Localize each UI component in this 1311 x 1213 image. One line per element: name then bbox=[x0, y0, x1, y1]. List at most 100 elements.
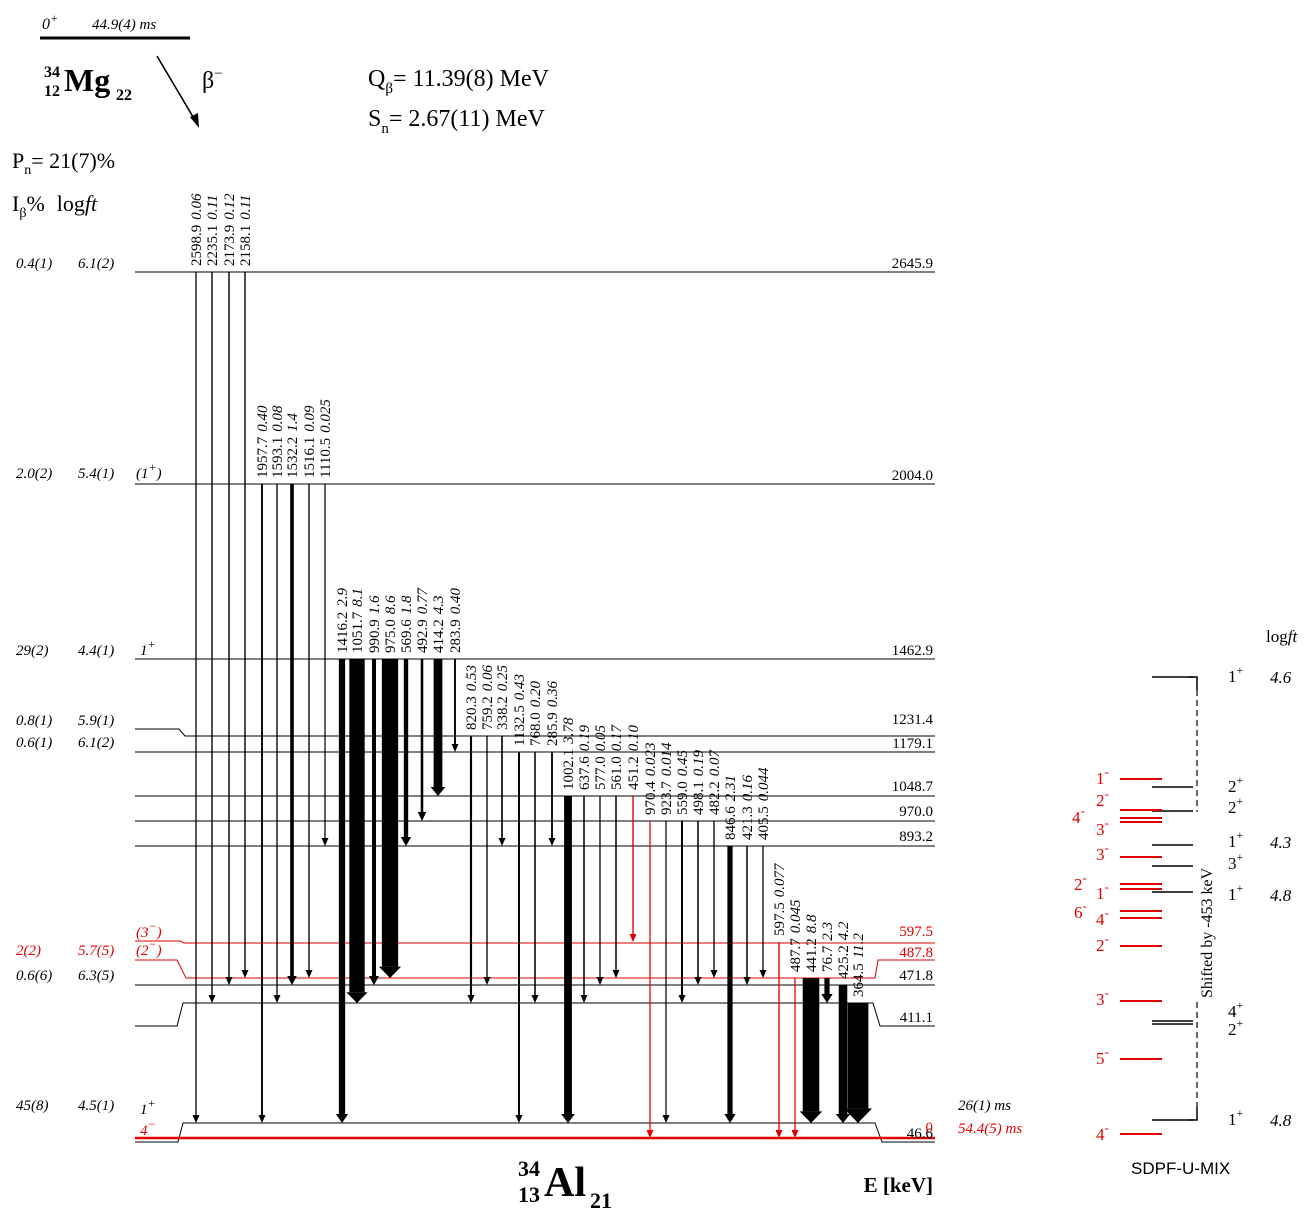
transition-label-364.5: 364.5 11.2 bbox=[851, 933, 867, 997]
transition-intensity: 4.2 bbox=[836, 921, 852, 940]
transition-shaft bbox=[802, 978, 820, 1112]
transition-arrowhead bbox=[498, 838, 506, 846]
transition-arrowhead bbox=[548, 838, 556, 846]
transition-energy: 569.6 bbox=[399, 619, 415, 653]
transition-498.1 bbox=[694, 821, 702, 985]
transition-intensity: 0.08 bbox=[270, 405, 286, 432]
shell-model-positive-parity-levels: 1+ 4.62+2+1+ 4.33+1+ 4.84+2+1+ 4.8 bbox=[1152, 663, 1292, 1130]
transition-label-1132.5: 1132.5 0.43 bbox=[512, 674, 528, 746]
s-n-value: Sn= 2.67(11) MeV bbox=[368, 106, 545, 137]
transition-shaft bbox=[824, 978, 830, 994]
ib-487.8: 2(2) bbox=[16, 943, 41, 959]
transition-energy: 2158.1 bbox=[238, 225, 254, 266]
daughter-proton-number: 13 bbox=[518, 1182, 540, 1207]
sm-level-jpi: 3- bbox=[1096, 985, 1109, 1009]
shell-model-panel: logft SDPF-U-MIX Shifted by -453 keV 1+ 4… bbox=[1072, 627, 1298, 1178]
transition-energy: 820.3 bbox=[464, 696, 480, 730]
transition-arrowhead bbox=[821, 994, 833, 1003]
transition-arrowhead bbox=[400, 837, 412, 846]
transition-arrowhead bbox=[305, 970, 313, 978]
transition-labels: 2598.90.062235.10.112173.90.122158.10.11… bbox=[189, 193, 867, 997]
transition-arrowhead bbox=[321, 838, 329, 846]
transition-intensity: 8.8 bbox=[804, 914, 820, 933]
sm-level-1+: 1+ 4.3 bbox=[1152, 828, 1291, 852]
transition-shaft bbox=[381, 659, 399, 967]
sm-level-1-neg: 1- bbox=[1096, 879, 1162, 903]
transition-energy: 975.0 bbox=[383, 619, 399, 653]
transition-shaft bbox=[838, 985, 848, 1114]
transition-energy: 1516.1 bbox=[302, 437, 318, 478]
transition-energy: 2598.9 bbox=[189, 225, 205, 266]
transition-arrowhead bbox=[515, 1115, 523, 1123]
sm-level-5-neg: 5- bbox=[1096, 1044, 1162, 1068]
jpi-597.5: (3−) bbox=[136, 919, 162, 941]
transition-energy: 487.7 bbox=[788, 938, 804, 972]
transition-425.2 bbox=[835, 985, 851, 1123]
transition-label-425.2: 425.2 4.2 bbox=[836, 921, 852, 979]
transition-shaft bbox=[847, 1003, 869, 1109]
transition-energy: 283.9 bbox=[448, 619, 464, 653]
sm-level-logft: 4.8 bbox=[1270, 886, 1292, 905]
transition-energy: 414.2 bbox=[431, 619, 447, 653]
transition-intensity: 3.78 bbox=[561, 717, 577, 745]
sm-level-jpi: 4- bbox=[1096, 1120, 1109, 1144]
daughter-mass-number: 34 bbox=[518, 1156, 540, 1181]
sm-level-jpi: 4- bbox=[1096, 905, 1109, 929]
transition-arrowhead bbox=[580, 995, 588, 1003]
transition-label-1593.1: 1593.1 0.08 bbox=[270, 405, 286, 478]
transition-shaft bbox=[403, 659, 409, 837]
level-line-411.1 bbox=[135, 1002, 935, 1027]
transition-1532.2 bbox=[287, 484, 297, 985]
sm-level-2+: 2+ bbox=[1152, 794, 1244, 817]
ib-2004.0: 2.0(2) bbox=[16, 466, 52, 482]
transition-1593.1 bbox=[273, 484, 281, 1003]
transition-energy: 923.7 bbox=[659, 781, 675, 815]
transition-arrowhead bbox=[346, 992, 368, 1003]
transition-energy: 561.0 bbox=[609, 756, 625, 790]
jpi-1462.9: 1+ bbox=[140, 637, 156, 659]
sm-level-1+: 1+ 4.8 bbox=[1152, 1106, 1292, 1130]
sm-level-jpi: 2- bbox=[1096, 931, 1109, 955]
parent-half-life: 44.9(4) ms bbox=[92, 17, 156, 33]
sm-level-logft: 4.6 bbox=[1270, 668, 1292, 687]
transition-label-76.7: 76.7 2.3 bbox=[820, 922, 836, 972]
logft-1462.9: 4.4(1) bbox=[78, 643, 114, 659]
transition-intensity: 0.25 bbox=[495, 665, 511, 692]
transition-76.7 bbox=[821, 978, 833, 1003]
transition-492.9 bbox=[417, 659, 427, 821]
transition-1132.5 bbox=[515, 752, 523, 1123]
transition-label-2173.9: 2173.9 0.12 bbox=[222, 193, 238, 266]
transition-energy: 1051.7 bbox=[350, 611, 366, 653]
transition-569.6 bbox=[400, 659, 412, 846]
sm-level-jpi: 4- bbox=[1072, 803, 1085, 827]
transition-label-1532.2: 1532.2 1.4 bbox=[285, 413, 301, 479]
energy-label-2645.9: 2645.9 bbox=[892, 256, 933, 272]
transition-label-283.9: 283.9 0.40 bbox=[448, 588, 464, 654]
sm-level-jpi: 1- bbox=[1096, 764, 1109, 788]
energy-label-411.1: 411.1 bbox=[900, 1010, 933, 1026]
transition-label-561.0: 561.0 0.17 bbox=[609, 724, 625, 791]
transition-label-482.2: 482.2 0.07 bbox=[707, 749, 723, 816]
transition-arrowhead bbox=[378, 966, 402, 978]
transition-energy: 1002.1 bbox=[561, 749, 577, 790]
ib-1179.1: 0.6(1) bbox=[16, 735, 52, 751]
transition-intensity: 0.43 bbox=[512, 674, 528, 700]
transition-energy: 768.0 bbox=[528, 712, 544, 746]
logft-471.8: 6.3(5) bbox=[78, 968, 114, 984]
sm-level-jpi: 3- bbox=[1096, 840, 1109, 864]
sm-level-jpi: 3+ bbox=[1228, 850, 1244, 873]
transition-846.6 bbox=[724, 846, 736, 1123]
transition-intensity: 0.40 bbox=[255, 405, 271, 432]
parent-spin: 0+ bbox=[42, 11, 58, 33]
transition-759.2 bbox=[483, 736, 491, 985]
transition-energy: 2173.9 bbox=[222, 225, 238, 266]
transition-label-285.9: 285.9 0.36 bbox=[545, 681, 561, 747]
transition-intensity: 0.20 bbox=[528, 681, 544, 708]
sm-level-jpi: 1- bbox=[1096, 879, 1109, 903]
parent-element-symbol: Mg bbox=[64, 62, 110, 98]
transition-energy: 285.9 bbox=[545, 712, 561, 746]
transition-energy: 559.0 bbox=[675, 781, 691, 815]
daughter-nucleus: 34 13 Al 21 bbox=[518, 1156, 612, 1213]
level-energy-labels: 2645.9 2004.0 1462.9 1231.4 1179.1 1048.… bbox=[892, 256, 934, 1142]
